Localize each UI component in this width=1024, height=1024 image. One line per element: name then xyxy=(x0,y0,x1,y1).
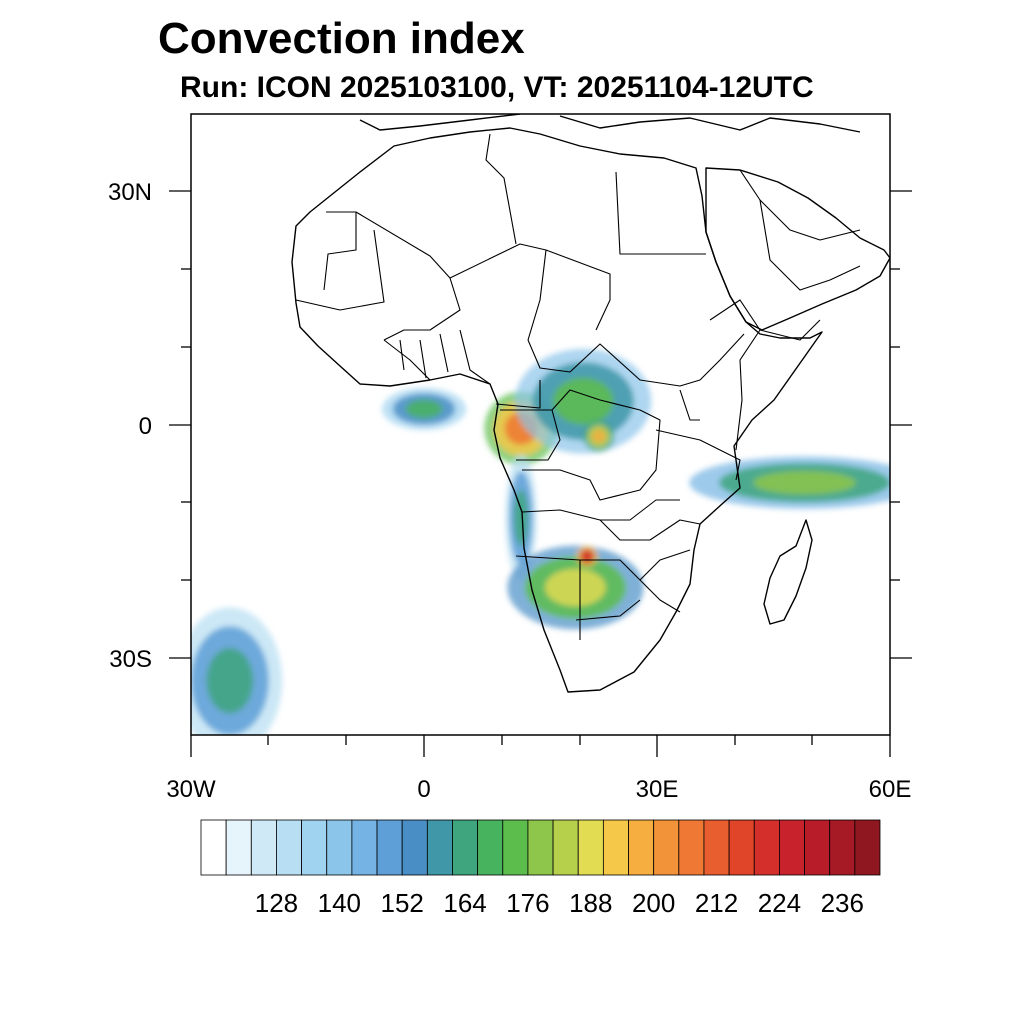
madagascar-coastline xyxy=(763,519,813,625)
colorbar-box-19 xyxy=(678,819,705,876)
colorbar-label-212: 212 xyxy=(695,888,738,918)
convection-cell-5-2 xyxy=(545,568,606,607)
colorbar-box-1 xyxy=(225,819,252,876)
colorbar-label-176: 176 xyxy=(506,888,549,918)
colorbar-box-17 xyxy=(628,819,655,876)
colorbar-box-21 xyxy=(728,819,755,876)
colorbar-label-152: 152 xyxy=(380,888,423,918)
colorbar-box-3 xyxy=(276,819,302,876)
colorbar-label-188: 188 xyxy=(569,888,612,918)
colorbar-label-224: 224 xyxy=(758,888,801,918)
lat-label-30s: 30S xyxy=(109,646,152,673)
colorbar-box-10 xyxy=(452,819,479,876)
arabia-coastline xyxy=(705,167,890,331)
colorbar-box-23 xyxy=(779,819,805,876)
colorbar-box-24 xyxy=(804,819,831,876)
convection-cell-6-2 xyxy=(582,551,592,562)
colorbar-label-128: 128 xyxy=(255,888,298,918)
colorbar-box-7 xyxy=(376,819,403,876)
convection-cell-7-2 xyxy=(753,471,856,495)
colorbar-box-4 xyxy=(301,819,328,876)
colorbar xyxy=(200,819,881,876)
lon-label-0: 0 xyxy=(417,776,430,803)
convection-cell-3-2 xyxy=(591,429,606,444)
colorbar-box-8 xyxy=(401,819,428,876)
mediterranean-north-coast xyxy=(359,114,861,133)
colorbar-box-18 xyxy=(653,819,680,876)
colorbar-box-25 xyxy=(829,819,856,876)
colorbar-label-236: 236 xyxy=(821,888,864,918)
convection-cell-0-2 xyxy=(405,399,443,419)
colorbar-labels: 128 140 152 164 176 188 200 212 224 236 xyxy=(255,888,864,918)
colorbar-box-12 xyxy=(502,819,529,876)
colorbar-label-164: 164 xyxy=(443,888,486,918)
convection-cell-8-2 xyxy=(206,648,254,714)
colorbar-box-5 xyxy=(326,819,353,876)
colorbar-box-6 xyxy=(351,819,378,876)
colorbar-box-16 xyxy=(602,819,629,876)
colorbar-label-200: 200 xyxy=(632,888,675,918)
colorbar-box-20 xyxy=(703,819,730,876)
country-borders xyxy=(295,133,861,640)
convection-cell-2-2 xyxy=(552,377,614,425)
lat-label-30n: 30N xyxy=(108,179,152,206)
map-title: Convection index xyxy=(158,14,525,63)
colorbar-box-9 xyxy=(426,819,453,876)
colorbar-box-2 xyxy=(250,819,277,876)
lat-label-0: 0 xyxy=(139,413,152,440)
lon-label-30e: 30E xyxy=(636,776,679,803)
colorbar-box-13 xyxy=(527,819,554,876)
colorbar-label-140: 140 xyxy=(318,888,361,918)
colorbar-box-14 xyxy=(552,819,579,876)
axis-ticks xyxy=(169,190,912,757)
convection-field xyxy=(191,348,890,735)
africa-coastline xyxy=(291,127,823,693)
colorbar-box-0 xyxy=(200,819,227,876)
lon-label-60e: 60E xyxy=(869,776,912,803)
lon-label-30w: 30W xyxy=(166,776,216,803)
colorbar-box-22 xyxy=(753,819,780,876)
run-info-subtitle: Run: ICON 2025103100, VT: 20251104-12UTC xyxy=(180,71,814,104)
colorbar-box-26 xyxy=(854,819,881,876)
convection-cell-4-2 xyxy=(514,489,529,546)
colorbar-box-15 xyxy=(577,819,604,876)
colorbar-box-11 xyxy=(477,819,504,876)
